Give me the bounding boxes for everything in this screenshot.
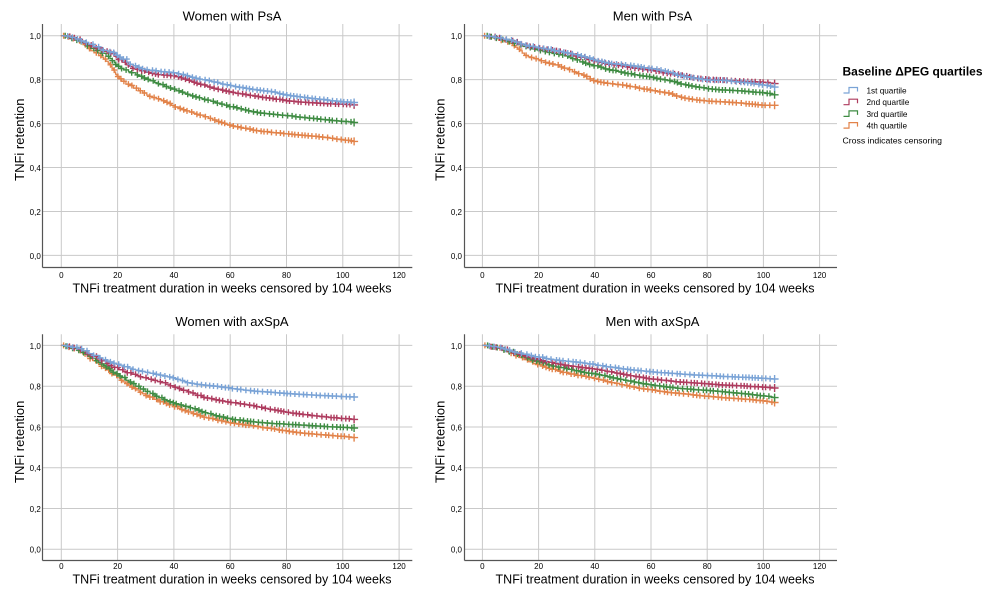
svg-text:40: 40 [169, 271, 178, 280]
svg-text:80: 80 [282, 271, 291, 280]
svg-text:0,8: 0,8 [451, 383, 463, 392]
svg-text:1,0: 1,0 [30, 32, 42, 41]
svg-text:20: 20 [113, 271, 122, 280]
svg-text:1,0: 1,0 [451, 32, 463, 41]
svg-text:60: 60 [226, 562, 235, 571]
svg-text:0,0: 0,0 [30, 546, 42, 555]
svg-text:1st quartile: 1st quartile [867, 86, 907, 95]
svg-text:TNFi retention: TNFi retention [433, 401, 448, 483]
svg-text:0,0: 0,0 [451, 252, 463, 261]
svg-text:0,4: 0,4 [451, 164, 463, 173]
svg-text:TNFi retention: TNFi retention [433, 99, 448, 181]
svg-text:100: 100 [336, 562, 350, 571]
svg-text:60: 60 [647, 271, 656, 280]
svg-text:3rd quartile: 3rd quartile [867, 110, 908, 119]
svg-text:20: 20 [534, 562, 543, 571]
svg-text:0,8: 0,8 [30, 76, 42, 85]
svg-text:40: 40 [590, 562, 599, 571]
svg-text:0: 0 [480, 271, 485, 280]
svg-text:120: 120 [392, 271, 406, 280]
svg-text:TNFi treatment duration in wee: TNFi treatment duration in weeks censore… [496, 282, 815, 296]
svg-text:0: 0 [480, 562, 485, 571]
svg-text:0,2: 0,2 [451, 505, 463, 514]
svg-text:0,2: 0,2 [30, 505, 42, 514]
svg-text:0: 0 [59, 271, 64, 280]
svg-text:1,0: 1,0 [451, 342, 463, 351]
svg-text:Men with PsA: Men with PsA [613, 9, 693, 24]
svg-text:Women with PsA: Women with PsA [183, 9, 282, 24]
svg-text:0: 0 [59, 562, 64, 571]
svg-text:100: 100 [336, 271, 350, 280]
svg-text:4th quartile: 4th quartile [867, 122, 908, 131]
svg-text:TNFi treatment duration in wee: TNFi treatment duration in weeks censore… [496, 573, 815, 587]
svg-text:TNFi retention: TNFi retention [12, 99, 27, 181]
svg-text:0,2: 0,2 [30, 208, 42, 217]
svg-text:40: 40 [590, 271, 599, 280]
svg-text:1,0: 1,0 [30, 342, 42, 351]
svg-text:Men with axSpA: Men with axSpA [606, 314, 700, 329]
svg-text:0,4: 0,4 [30, 164, 42, 173]
svg-text:80: 80 [282, 562, 291, 571]
svg-text:0,2: 0,2 [451, 208, 463, 217]
svg-text:0,8: 0,8 [30, 383, 42, 392]
svg-text:2nd quartile: 2nd quartile [867, 98, 910, 107]
svg-text:120: 120 [392, 562, 406, 571]
svg-text:0,6: 0,6 [451, 423, 463, 432]
svg-text:Cross indicates censoring: Cross indicates censoring [843, 136, 943, 146]
svg-text:Women with axSpA: Women with axSpA [175, 314, 289, 329]
svg-text:0,6: 0,6 [30, 120, 42, 129]
svg-text:40: 40 [169, 562, 178, 571]
svg-text:0,8: 0,8 [451, 76, 463, 85]
svg-text:20: 20 [113, 562, 122, 571]
svg-text:80: 80 [703, 271, 712, 280]
svg-text:TNFi treatment duration in wee: TNFi treatment duration in weeks censore… [73, 573, 392, 587]
svg-text:0,0: 0,0 [30, 252, 42, 261]
svg-text:60: 60 [647, 562, 656, 571]
svg-text:0,0: 0,0 [451, 546, 463, 555]
svg-text:0,6: 0,6 [30, 423, 42, 432]
svg-text:20: 20 [534, 271, 543, 280]
svg-text:TNFi retention: TNFi retention [12, 401, 27, 483]
svg-text:0,4: 0,4 [30, 464, 42, 473]
svg-text:120: 120 [813, 271, 827, 280]
svg-text:120: 120 [813, 562, 827, 571]
svg-text:100: 100 [757, 562, 771, 571]
svg-text:0,6: 0,6 [451, 120, 463, 129]
svg-text:TNFi treatment duration in wee: TNFi treatment duration in weeks censore… [73, 282, 392, 296]
svg-text:80: 80 [703, 562, 712, 571]
svg-text:100: 100 [757, 271, 771, 280]
svg-text:60: 60 [226, 271, 235, 280]
svg-text:0,4: 0,4 [451, 464, 463, 473]
svg-text:Baseline ΔPEG quartiles: Baseline ΔPEG quartiles [843, 65, 983, 79]
